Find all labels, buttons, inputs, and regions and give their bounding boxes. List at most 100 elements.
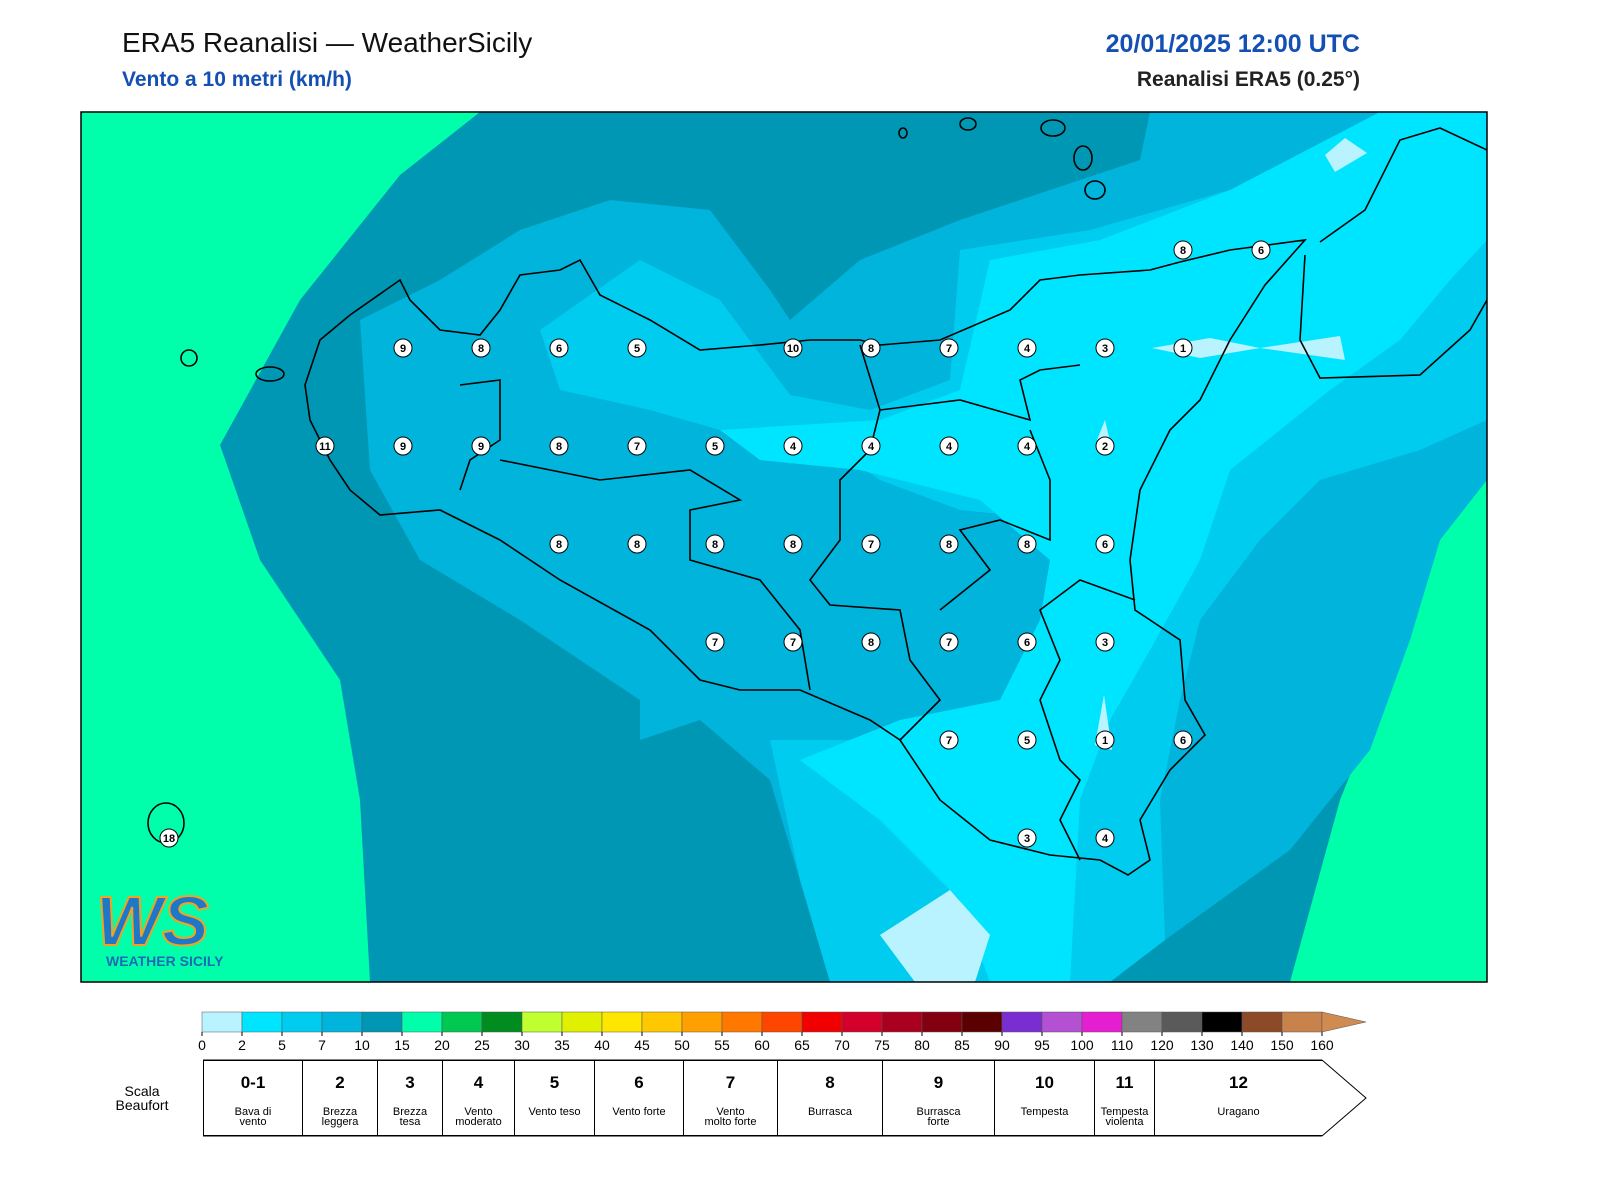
station-value: 6 bbox=[1258, 245, 1264, 257]
beaufort-class: 5 Vento teso bbox=[514, 1060, 594, 1136]
colorbar-box bbox=[321, 1011, 363, 1033]
colorbar-tick-label: 110 bbox=[1111, 1037, 1134, 1053]
province-border bbox=[499, 459, 811, 691]
beaufort-class: 7 Vento molto forte bbox=[683, 1060, 777, 1136]
beaufort-class: 9 Burrasca forte bbox=[882, 1060, 994, 1136]
colorbar-tick-label: 70 bbox=[834, 1037, 850, 1053]
station-marker bbox=[783, 436, 803, 456]
station-value: 3 bbox=[1024, 833, 1030, 845]
colorbar-tick-label: 130 bbox=[1190, 1037, 1214, 1053]
beaufort-description: Tempesta violenta bbox=[1100, 1106, 1149, 1128]
station-value: 8 bbox=[790, 539, 796, 551]
beaufort-class: 3 Brezza tesa bbox=[377, 1060, 442, 1136]
colorbar-box bbox=[1281, 1011, 1323, 1033]
colorbar-tick-label: 55 bbox=[714, 1037, 730, 1053]
station-value: 6 bbox=[1024, 637, 1030, 649]
colorbar-box bbox=[1121, 1011, 1163, 1033]
station-marker bbox=[315, 436, 335, 456]
province-border bbox=[1039, 579, 1136, 861]
colorbar-box bbox=[1081, 1011, 1123, 1033]
province-border bbox=[939, 429, 1051, 611]
beaufort-arrow bbox=[1321, 1059, 1367, 1137]
station-value: 7 bbox=[790, 637, 796, 649]
sicily-coast bbox=[304, 238, 1308, 876]
beaufort-force: 5 bbox=[549, 1073, 560, 1092]
station-value: 4 bbox=[790, 441, 797, 453]
colorbar-box bbox=[601, 1011, 643, 1033]
colorbar-box bbox=[201, 1011, 243, 1033]
beaufort-description: Vento forte bbox=[612, 1106, 666, 1118]
subtitle: Vento a 10 metri (km/h) bbox=[122, 68, 352, 91]
colorbar-tick-label: 45 bbox=[634, 1037, 650, 1053]
station-marker bbox=[627, 436, 647, 456]
colorbar-tick-label: 50 bbox=[674, 1037, 690, 1053]
beaufort-class: 4 Vento moderato bbox=[442, 1060, 514, 1136]
station-value: 9 bbox=[400, 343, 406, 355]
colorbar-tick-label: 100 bbox=[1070, 1037, 1094, 1053]
station-marker bbox=[939, 730, 959, 750]
beaufort-description: Vento molto forte bbox=[704, 1106, 757, 1128]
colorbar-tick-label: 150 bbox=[1270, 1037, 1294, 1053]
station-value: 6 bbox=[556, 343, 562, 355]
island bbox=[898, 127, 908, 139]
station-value: 8 bbox=[556, 441, 562, 453]
field-band bbox=[1152, 336, 1345, 360]
beaufort-class: 6 Vento forte bbox=[594, 1060, 683, 1136]
colorbar-tick-label: 95 bbox=[1034, 1037, 1050, 1053]
beaufort-class: 8 Burrasca bbox=[777, 1060, 882, 1136]
station-value: 10 bbox=[787, 343, 799, 355]
beaufort-class: 2 Brezza leggera bbox=[302, 1060, 377, 1136]
colorbar-tick-label: 20 bbox=[434, 1037, 450, 1053]
station-marker bbox=[705, 632, 725, 652]
logo-name: WEATHER SICILY bbox=[106, 953, 224, 969]
beaufort-description: Bava di vento bbox=[234, 1106, 272, 1128]
station-value: 4 bbox=[1024, 343, 1031, 355]
station-marker bbox=[939, 632, 959, 652]
station-value: 6 bbox=[1102, 539, 1108, 551]
colorbar-box bbox=[841, 1011, 883, 1033]
station-marker bbox=[549, 534, 569, 554]
station-marker bbox=[1251, 240, 1271, 260]
colorbar-box bbox=[241, 1011, 283, 1033]
station-marker bbox=[861, 436, 881, 456]
station-value: 1 bbox=[1102, 735, 1108, 747]
station-marker bbox=[861, 534, 881, 554]
colorbar-tick-label: 75 bbox=[874, 1037, 890, 1053]
beaufort-force: 0-1 bbox=[240, 1073, 266, 1092]
station-value: 18 bbox=[163, 833, 175, 845]
beaufort-force: 9 bbox=[933, 1073, 944, 1092]
station-marker bbox=[783, 534, 803, 554]
station-value: 4 bbox=[1102, 833, 1109, 845]
colorbar-box bbox=[721, 1011, 763, 1033]
station-marker bbox=[1095, 534, 1115, 554]
field-band bbox=[1325, 138, 1367, 172]
station-value: 4 bbox=[946, 441, 953, 453]
colorbar-box bbox=[761, 1011, 803, 1033]
beaufort-force: 4 bbox=[473, 1073, 484, 1092]
beaufort-class: 11 Tempesta violenta bbox=[1094, 1060, 1154, 1136]
map-frame bbox=[80, 111, 1488, 983]
station-value: 8 bbox=[1180, 245, 1186, 257]
station-marker bbox=[1173, 240, 1193, 260]
station-marker bbox=[1017, 632, 1037, 652]
beaufort-description: Brezza leggera bbox=[321, 1106, 359, 1128]
colorbar-tick-label: 2 bbox=[238, 1037, 246, 1053]
colorbar-box bbox=[1241, 1011, 1283, 1033]
station-marker bbox=[393, 338, 413, 358]
station-value: 7 bbox=[946, 735, 952, 747]
beaufort-force: 10 bbox=[1035, 1073, 1054, 1092]
beaufort-class: 0-1 Bava di vento bbox=[203, 1060, 302, 1136]
beaufort-class: 12 Uragano bbox=[1154, 1060, 1322, 1136]
colorbar-tick-label: 5 bbox=[278, 1037, 286, 1053]
station-value: 11 bbox=[319, 441, 331, 453]
station-marker bbox=[1095, 828, 1115, 848]
beaufort-description: Burrasca forte bbox=[916, 1106, 961, 1128]
station-marker bbox=[1017, 828, 1037, 848]
colorbar-box bbox=[401, 1011, 443, 1033]
colorbar-tick-label: 7 bbox=[318, 1037, 326, 1053]
colorbar-tick-label: 65 bbox=[794, 1037, 810, 1053]
station-value: 8 bbox=[556, 539, 562, 551]
station-value: 7 bbox=[946, 637, 952, 649]
station-marker bbox=[1095, 730, 1115, 750]
station-marker bbox=[159, 828, 179, 848]
